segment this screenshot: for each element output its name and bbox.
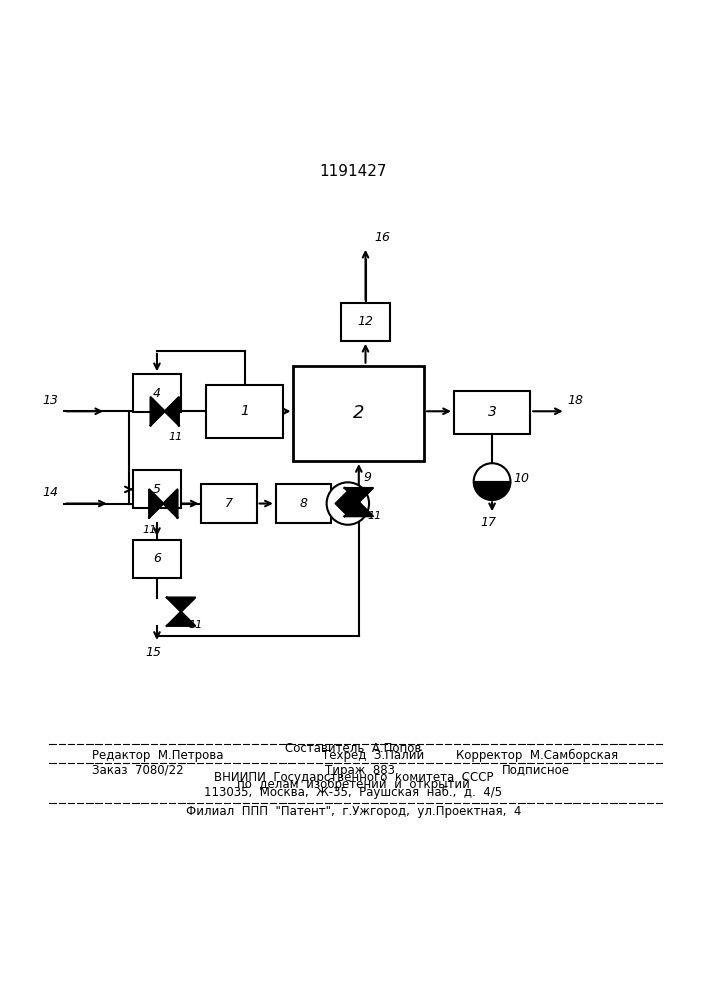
Polygon shape (167, 612, 195, 626)
Text: по  делам  изобретений  и  открытий: по делам изобретений и открытий (237, 778, 470, 791)
Polygon shape (344, 502, 373, 516)
Polygon shape (149, 489, 163, 518)
Bar (293, 366, 424, 461)
Polygon shape (163, 489, 177, 518)
Text: 2: 2 (353, 404, 365, 422)
Bar (201, 484, 257, 523)
Bar (206, 385, 283, 438)
Polygon shape (335, 491, 348, 516)
Circle shape (327, 482, 369, 525)
Bar (276, 484, 331, 523)
Text: 16: 16 (374, 231, 390, 244)
Bar (133, 470, 181, 508)
Text: 1: 1 (240, 404, 249, 418)
Text: Филиал  ППП  "Патент",  г.Ужгород,  ул.Проектная,  4: Филиал ППП "Патент", г.Ужгород, ул.Проек… (186, 805, 521, 818)
Text: 14: 14 (42, 486, 58, 499)
Text: 15: 15 (146, 646, 161, 659)
Polygon shape (165, 397, 179, 425)
Bar (454, 391, 530, 434)
Text: Составитель  А.Попов: Составитель А.Попов (286, 742, 421, 755)
Text: Подписное: Подписное (502, 764, 570, 777)
Polygon shape (344, 488, 373, 502)
Bar (341, 303, 390, 341)
Text: 3: 3 (488, 405, 496, 419)
Polygon shape (151, 397, 165, 425)
Bar (133, 540, 181, 578)
Text: 113035,  Москва,  Ж-35,  Раушская  наб.,  д.  4/5: 113035, Москва, Ж-35, Раушская наб., д. … (204, 785, 503, 799)
Polygon shape (474, 482, 510, 500)
Text: Заказ  7080/22: Заказ 7080/22 (92, 764, 184, 777)
Polygon shape (348, 491, 361, 516)
Text: 4: 4 (153, 387, 161, 400)
Text: 6: 6 (153, 552, 161, 565)
Text: 9: 9 (363, 471, 371, 484)
Text: 10: 10 (513, 472, 530, 485)
Polygon shape (167, 598, 195, 612)
Text: Корректор  М.Самборская: Корректор М.Самборская (456, 749, 618, 762)
Circle shape (474, 463, 510, 500)
Text: 18: 18 (568, 394, 584, 407)
Text: Тираж  883.: Тираж 883. (325, 764, 399, 777)
Text: 7: 7 (225, 497, 233, 510)
Text: Редактор  М.Петрова: Редактор М.Петрова (92, 749, 223, 762)
Text: ВНИИПИ  Государственного  комитета  СССР: ВНИИПИ Государственного комитета СССР (214, 771, 493, 784)
Text: Техред  З.Палий: Техред З.Палий (322, 749, 424, 762)
Text: 11: 11 (168, 432, 182, 442)
Text: 17: 17 (481, 516, 496, 529)
Text: 8: 8 (299, 497, 308, 510)
Text: 12: 12 (358, 315, 373, 328)
Bar (133, 374, 181, 412)
Text: 5: 5 (153, 483, 161, 496)
Text: 13: 13 (42, 394, 58, 407)
Text: 11: 11 (142, 525, 156, 535)
Text: 1191427: 1191427 (320, 164, 387, 179)
Text: 11: 11 (368, 511, 382, 521)
Text: 11: 11 (188, 620, 202, 630)
